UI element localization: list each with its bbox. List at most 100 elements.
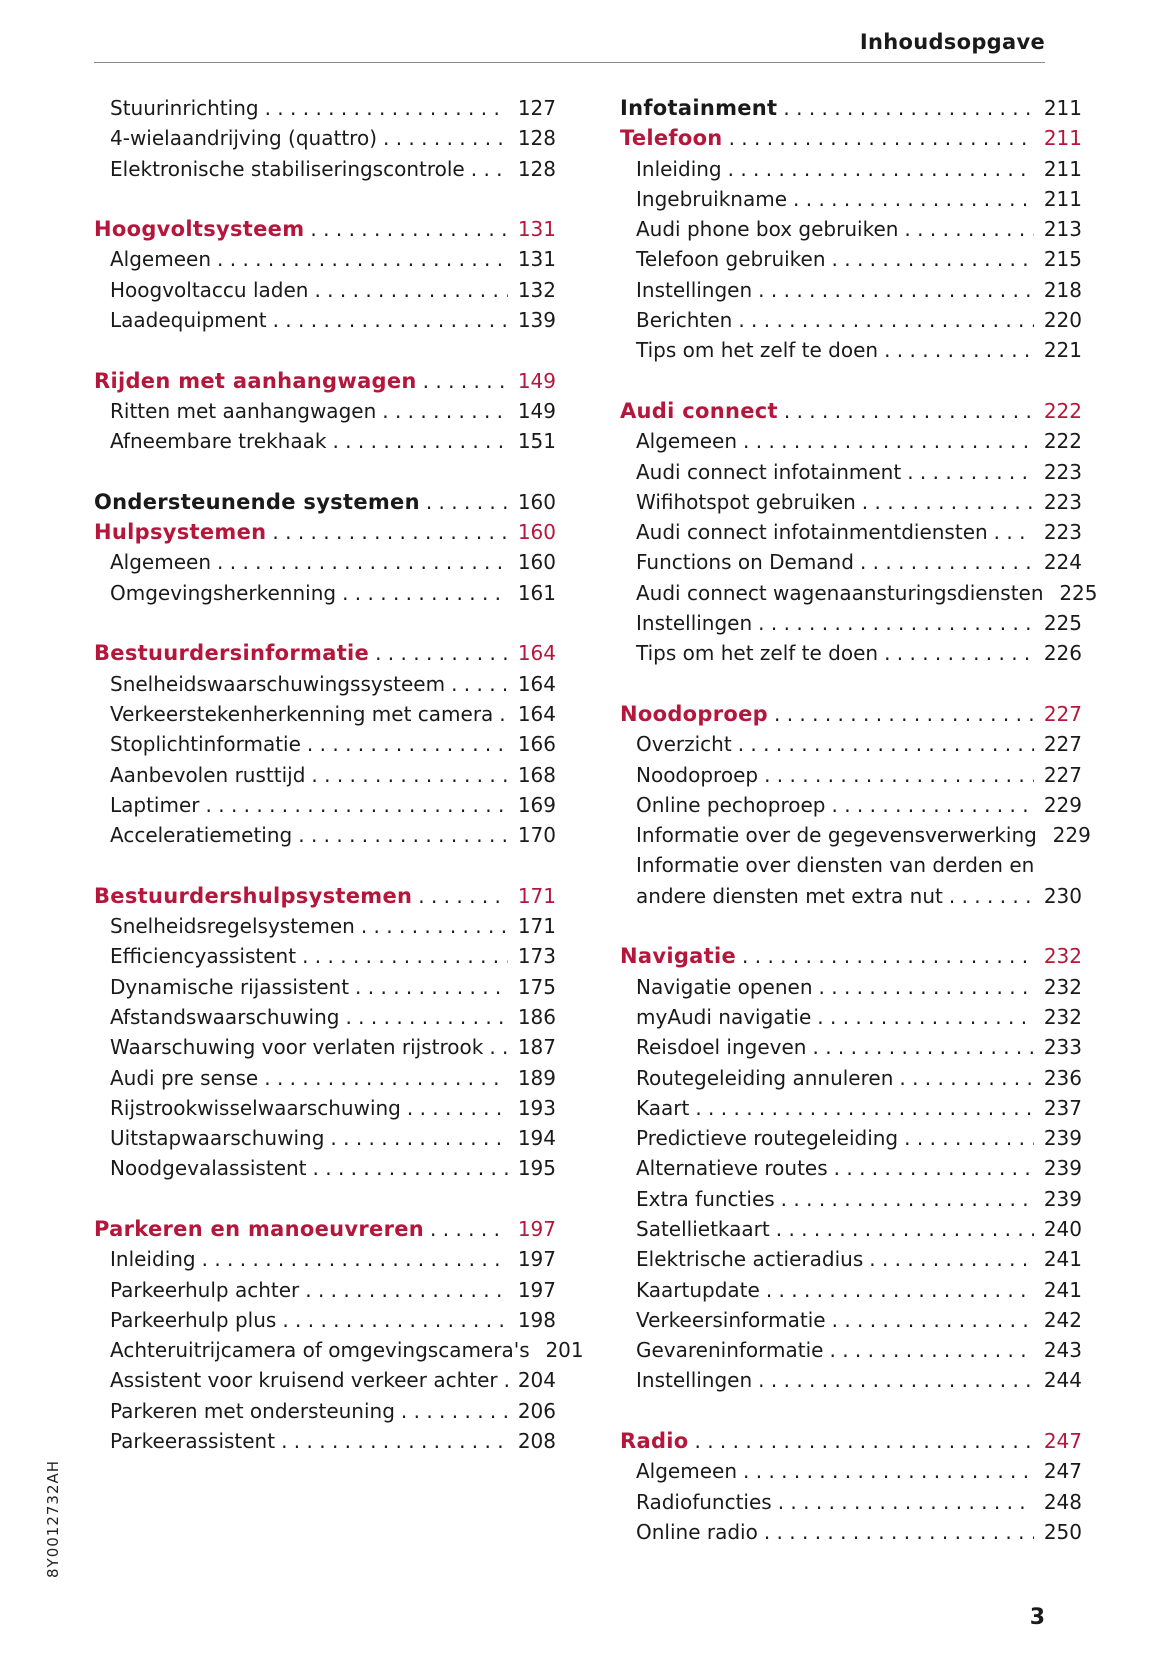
toc-entry-label: Parkeerhulp plus: [110, 1307, 277, 1332]
toc-section-heading[interactable]: Noodoproep 227: [620, 699, 1082, 729]
toc-entry[interactable]: Instellingen 244: [620, 1365, 1082, 1395]
toc-entry[interactable]: Algemeen 247: [620, 1456, 1082, 1486]
toc-section-heading[interactable]: Radio 247: [620, 1426, 1082, 1456]
toc-entry[interactable]: Online pechoproep 229: [620, 790, 1082, 820]
toc-entry[interactable]: Rijstrookwisselwaarschuwing 193: [94, 1093, 556, 1123]
toc-entry[interactable]: Audi connect wagenaansturingsdiensten 225: [620, 578, 1098, 608]
dot-leader: [273, 305, 508, 335]
toc-entry[interactable]: Radiofuncties 248: [620, 1487, 1082, 1517]
toc-section-heading[interactable]: Bestuurdersinformatie 164: [94, 638, 556, 668]
toc-entry[interactable]: Uitstapwaarschuwing 194: [94, 1123, 556, 1153]
toc-entry-label: Audi pre sense: [110, 1065, 259, 1090]
toc-entry[interactable]: Parkeren met ondersteuning 206: [94, 1396, 556, 1426]
toc-entry[interactable]: Kaart 237: [620, 1093, 1082, 1123]
toc-section-heading[interactable]: Bestuurdershulpsystemen 171: [94, 881, 556, 911]
toc-entry[interactable]: Achteruitrijcamera of omgevingscamera's 2…: [94, 1335, 584, 1365]
toc-entry[interactable]: Ingebruikname 211: [620, 184, 1082, 214]
toc-section-heading[interactable]: Audi connect 222: [620, 396, 1082, 426]
toc-entry[interactable]: Audi phone box gebruiken 213: [620, 214, 1082, 244]
toc-entry[interactable]: Dynamische rijassistent 175: [94, 972, 556, 1002]
page-header-title: Inhoudsopgave: [859, 30, 1045, 54]
toc-entry[interactable]: Noodgevalassistent 195: [94, 1153, 556, 1183]
toc-entry[interactable]: Tips om het zelf te doen 221: [620, 335, 1082, 365]
dot-leader: [361, 911, 508, 941]
toc-section-heading[interactable]: Parkeren en manoeuvreren 197: [94, 1214, 556, 1244]
toc-section-heading[interactable]: Hulpsystemen 160: [94, 517, 556, 547]
toc-entry[interactable]: Functions on Demand 224: [620, 547, 1082, 577]
toc-entry[interactable]: Afstandswaarschuwing 186: [94, 1002, 556, 1032]
dot-leader: [383, 123, 508, 153]
toc-spacer: [94, 184, 556, 214]
toc-entry[interactable]: Afneembare trekhaak 151: [94, 426, 556, 456]
toc-entry-page: 241: [1043, 1247, 1082, 1272]
toc-entry-page: 149: [517, 398, 556, 423]
toc-entry[interactable]: Aanbevolen rusttijd 168: [94, 760, 556, 790]
toc-entry[interactable]: Parkeerhulp achter 197: [94, 1275, 556, 1305]
toc-entry[interactable]: Algemeen 160: [94, 547, 556, 577]
toc-entry[interactable]: Elektrische actieradius 241: [620, 1244, 1082, 1274]
toc-entry[interactable]: Verkeerstekenherkenning met camera 164: [94, 699, 556, 729]
toc-entry[interactable]: Verkeersinformatie 242: [620, 1305, 1082, 1335]
toc-entry[interactable]: andere diensten met extra nut 230: [620, 881, 1082, 911]
toc-entry[interactable]: Instellingen 218: [620, 275, 1082, 305]
toc-entry[interactable]: myAudi navigatie 232: [620, 1002, 1082, 1032]
toc-entry[interactable]: Audi pre sense 189: [94, 1063, 556, 1093]
toc-entry[interactable]: Gevareninformatie 243: [620, 1335, 1082, 1365]
toc-entry[interactable]: Online radio 250: [620, 1517, 1082, 1547]
toc-entry[interactable]: Informatie over diensten van derden en: [620, 850, 1082, 880]
toc-entry[interactable]: Informatie over de gegevensverwerking 229: [620, 820, 1091, 850]
toc-entry[interactable]: Algemeen 131: [94, 244, 556, 274]
toc-entry[interactable]: Parkeerassistent 208: [94, 1426, 556, 1456]
dot-leader: [742, 941, 1034, 971]
toc-section-heading[interactable]: Infotainment 211: [620, 93, 1082, 123]
toc-entry[interactable]: Stoplichtinformatie 166: [94, 729, 556, 759]
toc-entry[interactable]: 4-wielaandrijving (quattro) 128: [94, 123, 556, 153]
toc-entry[interactable]: Alternatieve routes 239: [620, 1153, 1082, 1183]
toc-entry[interactable]: Laadequipment 139: [94, 305, 556, 335]
dot-leader: [776, 1214, 1034, 1244]
toc-section-heading[interactable]: Hoogvoltsysteem 131: [94, 214, 556, 244]
toc-entry[interactable]: Stuurinrichting 127: [94, 93, 556, 123]
toc-section-heading[interactable]: Ondersteunende systemen 160: [94, 487, 556, 517]
toc-entry[interactable]: Acceleratiemeting 170: [94, 820, 556, 850]
toc-entry[interactable]: Inleiding 197: [94, 1244, 556, 1274]
toc-entry[interactable]: Waarschuwing voor verlaten rijstrook 187: [94, 1032, 556, 1062]
toc-entry[interactable]: Elektronische stabiliseringscontrole 128: [94, 154, 556, 184]
toc-entry[interactable]: Routegeleiding annuleren 236: [620, 1063, 1082, 1093]
toc-entry[interactable]: Algemeen 222: [620, 426, 1082, 456]
toc-section-heading[interactable]: Navigatie 232: [620, 941, 1082, 971]
toc-entry[interactable]: Snelheidsregelsystemen 171: [94, 911, 556, 941]
toc-entry[interactable]: Snelheidswaarschuwingssysteem 164: [94, 669, 556, 699]
toc-entry[interactable]: Navigatie openen 232: [620, 972, 1082, 1002]
toc-entry[interactable]: Parkeerhulp plus 198: [94, 1305, 556, 1335]
toc-entry[interactable]: Efficiencyassistent 173: [94, 941, 556, 971]
toc-entry[interactable]: Reisdoel ingeven 233: [620, 1032, 1082, 1062]
toc-entry[interactable]: Audi connect infotainmentdiensten 223: [620, 517, 1082, 547]
toc-entry-label: Parkeerassistent: [110, 1429, 276, 1454]
toc-section-heading[interactable]: Rijden met aanhangwagen 149: [94, 366, 556, 396]
toc-entry[interactable]: Audi connect infotainment 223: [620, 457, 1082, 487]
toc-entry-label: Tips om het zelf te doen: [636, 641, 879, 666]
toc-entry[interactable]: Satellietkaart 240: [620, 1214, 1082, 1244]
toc-section-heading[interactable]: Telefoon 211: [620, 123, 1082, 153]
toc-entry[interactable]: Laptimer 169: [94, 790, 556, 820]
toc-entry[interactable]: Instellingen 225: [620, 608, 1082, 638]
toc-entry[interactable]: Berichten 220: [620, 305, 1082, 335]
toc-entry[interactable]: Inleiding 211: [620, 154, 1082, 184]
toc-entry[interactable]: Tips om het zelf te doen 226: [620, 638, 1082, 668]
toc-entry-page: 230: [1043, 883, 1082, 908]
toc-entry-page: 222: [1043, 429, 1082, 454]
toc-entry[interactable]: Ritten met aanhangwagen 149: [94, 396, 556, 426]
dot-leader: [884, 335, 1034, 365]
toc-entry[interactable]: Predictieve routegeleiding 239: [620, 1123, 1082, 1153]
toc-entry[interactable]: Assistent voor kruisend verkeer achter 20…: [94, 1365, 556, 1395]
toc-entry[interactable]: Kaartupdate 241: [620, 1275, 1082, 1305]
toc-entry[interactable]: Noodoproep 227: [620, 760, 1082, 790]
toc-entry[interactable]: Omgevingsherkenning 161: [94, 578, 556, 608]
toc-entry[interactable]: Hoogvoltaccu laden 132: [94, 275, 556, 305]
toc-entry[interactable]: Overzicht 227: [620, 729, 1082, 759]
toc-entry[interactable]: Telefoon gebruiken 215: [620, 244, 1082, 274]
toc-entry[interactable]: Extra functies 239: [620, 1184, 1082, 1214]
toc-entry-label: Laadequipment: [110, 308, 267, 333]
toc-entry[interactable]: Wifihotspot gebruiken 223: [620, 487, 1082, 517]
